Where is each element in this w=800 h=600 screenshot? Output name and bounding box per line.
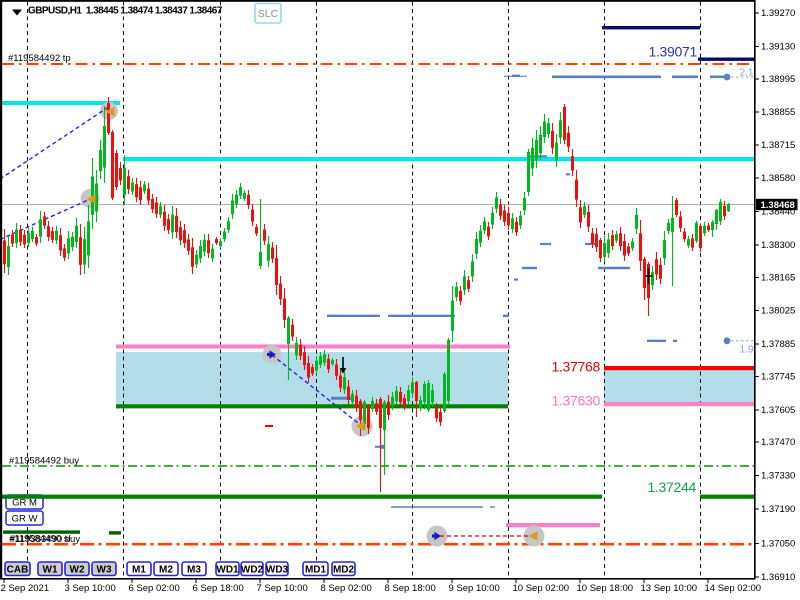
- svg-text:10 Sep 18:00: 10 Sep 18:00: [577, 583, 634, 594]
- svg-text:1.37630: 1.37630: [551, 393, 600, 409]
- svg-text:13 Sep 10:00: 13 Sep 10:00: [641, 583, 698, 594]
- svg-text:1.38300: 1.38300: [761, 240, 795, 251]
- svg-text:1.38440: 1.38440: [761, 207, 795, 218]
- svg-text:CAB: CAB: [7, 565, 29, 576]
- svg-text:WD1: WD1: [216, 565, 239, 576]
- svg-text:GBPUSD,H1 1.38445 1.38474 1.3: GBPUSD,H1 1.38445 1.38474 1.38437 1.3846…: [28, 6, 223, 17]
- svg-text:WD2: WD2: [241, 565, 264, 576]
- svg-text:W3: W3: [97, 565, 112, 576]
- svg-text:9 Sep 10:00: 9 Sep 10:00: [449, 583, 500, 594]
- svg-text:6 Sep 02:00: 6 Sep 02:00: [129, 583, 180, 594]
- svg-text:1.39130: 1.39130: [761, 42, 795, 53]
- svg-text:3 Sep 10:00: 3 Sep 10:00: [65, 583, 116, 594]
- svg-text:M2: M2: [159, 565, 173, 576]
- svg-text:2 Sep 2021: 2 Sep 2021: [1, 583, 50, 594]
- svg-text:#119584492 buy: #119584492 buy: [9, 456, 79, 467]
- svg-text:1.36910: 1.36910: [761, 572, 795, 583]
- svg-text:#119584492 tp: #119584492 tp: [8, 53, 71, 64]
- svg-text:WD3: WD3: [266, 565, 289, 576]
- svg-text:14 Sep 02:00: 14 Sep 02:00: [705, 583, 762, 594]
- svg-text:1.38468: 1.38468: [761, 200, 795, 211]
- svg-text:1.37470: 1.37470: [761, 437, 795, 448]
- svg-text:6 Sep 18:00: 6 Sep 18:00: [193, 583, 244, 594]
- svg-text:W1: W1: [43, 565, 58, 576]
- svg-text:#119383490 buy: #119383490 buy: [10, 534, 80, 545]
- svg-text:8 Sep 02:00: 8 Sep 02:00: [321, 583, 372, 594]
- svg-text:1.37330: 1.37330: [761, 471, 795, 482]
- svg-text:M3: M3: [187, 565, 201, 576]
- svg-text:1.38995: 1.38995: [761, 74, 795, 85]
- svg-text:1.37605: 1.37605: [761, 405, 795, 416]
- svg-text:MD1: MD1: [305, 565, 327, 576]
- svg-text:1.38025: 1.38025: [761, 306, 795, 317]
- svg-text:10 Sep 02:00: 10 Sep 02:00: [513, 583, 570, 594]
- svg-text:#119584490 sl: #119584490 sl: [9, 534, 71, 545]
- svg-text:W2: W2: [70, 565, 85, 576]
- svg-text:1.37244: 1.37244: [647, 479, 696, 495]
- svg-text:1.38855: 1.38855: [761, 107, 795, 118]
- svg-text:1.39071: 1.39071: [648, 44, 697, 60]
- svg-text:GR M: GR M: [12, 498, 37, 509]
- svg-text:MD2: MD2: [333, 565, 355, 576]
- svg-text:1.39270: 1.39270: [761, 8, 795, 19]
- svg-text:8 Sep 18:00: 8 Sep 18:00: [385, 583, 436, 594]
- svg-text:1.38165: 1.38165: [761, 273, 795, 284]
- svg-text:7 Sep 10:00: 7 Sep 10:00: [257, 583, 308, 594]
- svg-text:1.9: 1.9: [740, 345, 754, 356]
- svg-text:1.37885: 1.37885: [761, 339, 795, 350]
- svg-text:1.38580: 1.38580: [761, 173, 795, 184]
- svg-text:1.37745: 1.37745: [761, 372, 795, 383]
- svg-text:1.37050: 1.37050: [761, 539, 795, 550]
- svg-text:1.37190: 1.37190: [761, 504, 795, 515]
- svg-text:1.38715: 1.38715: [761, 140, 795, 151]
- svg-text:SLC: SLC: [258, 8, 279, 20]
- svg-text:2.1: 2.1: [740, 68, 754, 79]
- svg-text:GR W: GR W: [12, 514, 38, 525]
- svg-text:M1: M1: [132, 565, 146, 576]
- svg-text:1.37768: 1.37768: [551, 359, 600, 375]
